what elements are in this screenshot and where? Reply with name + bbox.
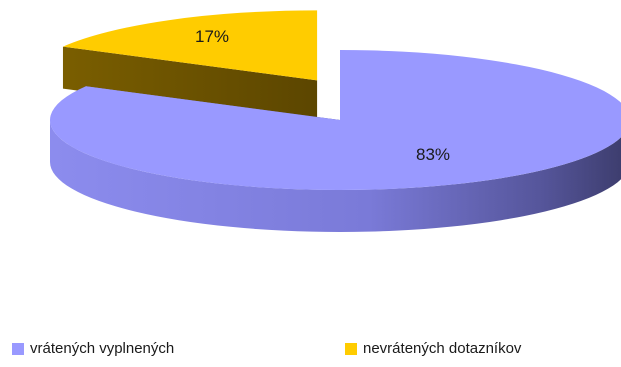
- legend-swatch: [345, 342, 357, 355]
- slice-1: [62, 10, 318, 123]
- slice-0: [50, 50, 621, 232]
- legend-label: nevrátených dotazníkov: [363, 340, 522, 357]
- slice-label: 17%: [195, 27, 229, 46]
- legend-item: vrátených vyplnených: [12, 340, 174, 357]
- slice-wall: [62, 46, 318, 123]
- legend-label: vrátených vyplnených: [30, 340, 175, 357]
- slice-top: [50, 50, 621, 190]
- pie-chart: 83% 17%: [50, 10, 621, 232]
- legend: vrátených vyplnených nevrátených dotazní…: [0, 340, 621, 364]
- legend-swatch: [12, 342, 24, 355]
- slice-side: [50, 120, 621, 232]
- slice-top: [62, 10, 318, 81]
- legend-item: nevrátených dotazníkov: [345, 340, 521, 357]
- slice-label: 83%: [416, 145, 450, 164]
